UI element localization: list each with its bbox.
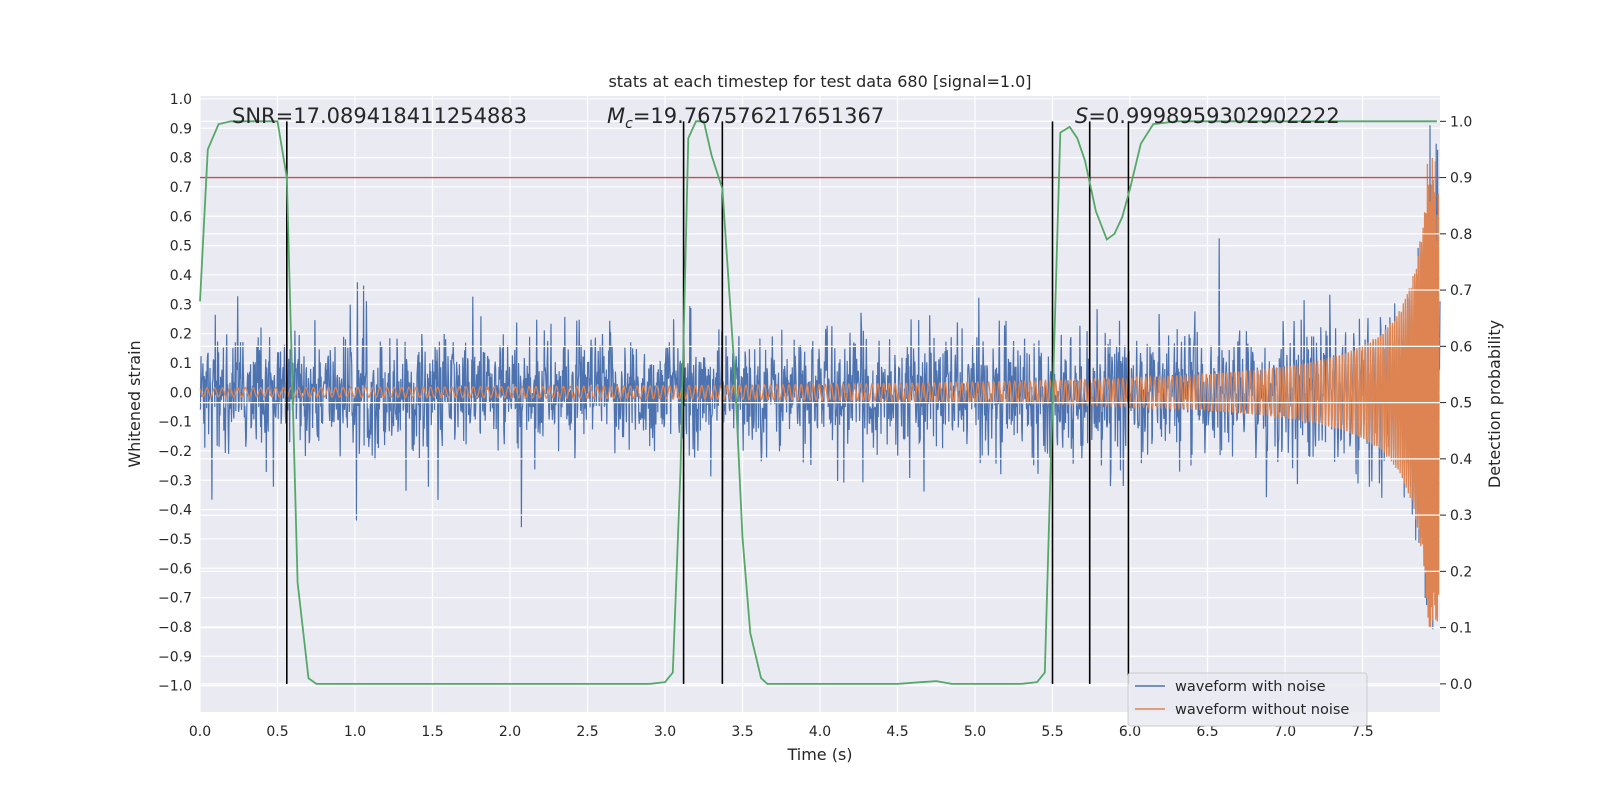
y-left-tick-label: −0.6: [158, 561, 192, 577]
series-detection-probability: [199, 120, 1437, 685]
x-tick-label: 2.5: [576, 724, 598, 740]
y-right-axis-ticks: 1.0 0.9 0.8 0.7 0.6 0.5 0.4 0.3 0.2 0.1 0.0: [1440, 114, 1472, 693]
y-right-tick-label: 0.8: [1450, 227, 1472, 243]
y-right-tick-label: 0.4: [1450, 452, 1472, 468]
y-left-tick-label: −0.7: [158, 591, 192, 607]
chart-title: stats at each timestep for test data 680…: [608, 72, 1031, 91]
x-tick-label: 1.0: [344, 724, 366, 740]
y-right-tick-label: 0.1: [1450, 621, 1472, 637]
legend-box: [1127, 672, 1368, 727]
legend: waveform with noise waveform without noi…: [1127, 672, 1368, 727]
s-value: =0.9998959302902222: [1088, 104, 1339, 128]
legend-label-without-noise: waveform without noise: [1175, 702, 1349, 718]
y-left-tick-label: −0.5: [158, 532, 192, 548]
waveform-without-noise-line: [199, 157, 1440, 627]
x-tick-label: 2.0: [499, 724, 521, 740]
x-tick-label: 0.5: [266, 724, 288, 740]
x-axis-label: Time (s): [786, 745, 852, 764]
y-left-tick-label: −0.2: [158, 444, 192, 460]
snr-annotation: SNR=17.089418411254883: [232, 104, 527, 128]
y-left-axis-ticks: 1.0 0.9 0.8 0.7 0.6 0.5 0.4 0.3 0.2 0.1 0.0 −0.1 −0.…: [158, 92, 192, 695]
y-right-axis-label: Detection probability: [1485, 320, 1504, 488]
y-left-tick-label: −1.0: [158, 679, 192, 695]
y-right-tick-label: 1.0: [1450, 114, 1472, 130]
x-tick-label: 4.5: [886, 724, 908, 740]
chirp-mass-annotation: Mc=19.767576217651367: [607, 104, 884, 132]
y-right-tick-label: 0.2: [1450, 564, 1472, 580]
y-left-tick-label: 0.8: [170, 151, 192, 167]
y-left-axis-label: Whitened strain: [125, 340, 144, 467]
x-tick-label: 5.0: [964, 724, 986, 740]
y-left-tick-label: 1.0: [170, 92, 192, 108]
series-waveform-without-noise: [199, 157, 1440, 627]
y-right-tick-label: 0.0: [1450, 677, 1472, 693]
y-left-tick-label: 0.0: [170, 385, 192, 401]
y-left-tick-label: 0.9: [170, 121, 192, 137]
chirp-mass-subscript: c: [625, 116, 633, 132]
y-left-tick-label: −0.4: [158, 503, 192, 519]
x-axis-ticks: 0.0 0.5 1.0 1.5 2.0 2.5 3.0 3.5 4.0 4.5 5.0 5.5 6.0 6…: [189, 724, 1374, 740]
x-tick-label: 6.0: [1119, 724, 1141, 740]
y-left-tick-label: −0.8: [158, 620, 192, 636]
s-annotation: S=0.9998959302902222: [1075, 104, 1340, 128]
y-left-tick-label: 0.2: [170, 327, 192, 343]
x-tick-label: 7.0: [1274, 724, 1296, 740]
y-left-tick-label: 0.6: [170, 209, 192, 225]
y-right-tick-label: 0.9: [1450, 171, 1472, 187]
x-tick-label: 4.0: [809, 724, 831, 740]
y-left-tick-label: 0.5: [170, 239, 192, 255]
x-tick-label: 0.0: [189, 724, 211, 740]
chirp-mass-symbol: M: [607, 104, 625, 128]
x-tick-label: 1.5: [421, 724, 443, 740]
x-tick-label: 5.5: [1041, 724, 1063, 740]
y-left-tick-label: 0.4: [170, 268, 192, 284]
x-tick-label: 3.0: [654, 724, 676, 740]
detection-probability-line: [199, 120, 1437, 685]
y-left-tick-label: 0.7: [170, 180, 192, 196]
y-left-tick-label: −0.9: [158, 649, 192, 665]
y-right-tick-label: 0.3: [1450, 508, 1472, 524]
y-right-tick-label: 0.5: [1450, 396, 1472, 412]
y-left-tick-label: −0.3: [158, 473, 192, 489]
y-left-tick-label: 0.1: [170, 356, 192, 372]
y-left-tick-label: −0.1: [158, 415, 192, 431]
s-symbol: S: [1075, 104, 1088, 128]
x-tick-label: 6.5: [1196, 724, 1218, 740]
y-left-tick-label: 0.3: [170, 297, 192, 313]
chirp-mass-value: =19.767576217651367: [633, 104, 884, 128]
y-right-tick-label: 0.6: [1450, 339, 1472, 355]
legend-label-with-noise: waveform with noise: [1175, 679, 1326, 695]
x-tick-label: 7.5: [1351, 724, 1373, 740]
y-right-tick-label: 0.7: [1450, 283, 1472, 299]
x-tick-label: 3.5: [731, 724, 753, 740]
